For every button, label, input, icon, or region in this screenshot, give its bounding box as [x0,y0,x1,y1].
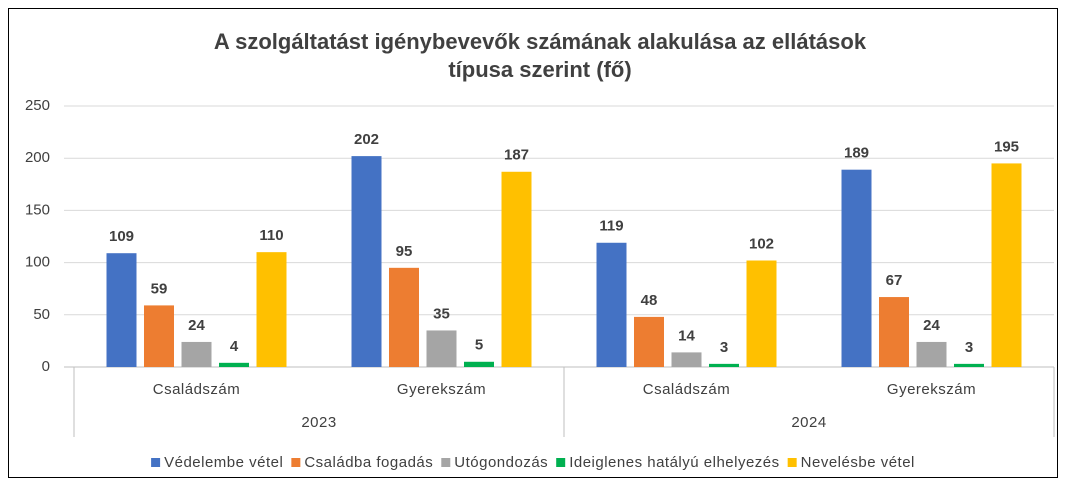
data-label: 35 [433,305,450,322]
legend-swatch [151,458,161,467]
data-label: 59 [151,280,168,297]
bar [879,297,909,367]
x-tick-label: Gyerekszám [887,381,976,398]
bar [351,156,382,367]
bar [596,242,627,367]
data-label: 102 [749,235,774,252]
bar [181,341,212,367]
data-label: 24 [188,317,205,334]
data-label: 109 [109,228,134,245]
group-label: 2023 [301,414,336,431]
bar [841,169,872,367]
bar [634,316,664,367]
bar [746,260,777,367]
bar [256,252,287,367]
data-label: 67 [886,272,903,289]
legend-swatch [787,458,797,467]
legend-swatch [291,458,301,467]
bar [501,171,532,367]
x-tick-label: Családszám [153,381,241,398]
y-tick-label: 250 [25,97,50,114]
chart-title: A szolgáltatást igénybevevők számának al… [214,29,867,54]
data-label: 110 [259,227,283,244]
chart-subtitle: típusa szerint (fő) [448,57,631,82]
y-tick-label: 0 [42,358,50,375]
bar [671,352,702,367]
legend-label: Utógondozás [454,454,548,471]
data-label: 5 [475,337,483,354]
legend-label: Nevelésbe vétel [801,454,915,471]
bar [464,361,494,367]
bar [389,267,419,367]
legend-label: Ideiglenes hatályú elhelyezés [569,454,779,471]
data-label: 202 [354,131,379,148]
y-tick-label: 50 [33,306,50,323]
bar [219,362,249,367]
data-label: 195 [994,138,1019,155]
bar [916,341,947,367]
data-label: 3 [965,339,973,356]
data-label: 119 [599,218,623,235]
data-label: 187 [504,147,529,164]
legend-label: Védelembe vétel [164,454,283,471]
chart-border [8,8,1058,478]
data-label: 189 [844,145,869,162]
legend-swatch [556,458,566,467]
x-tick-label: Családszám [643,381,731,398]
bar [954,363,984,367]
data-label: 4 [230,338,239,355]
bar [991,163,1022,367]
legend-swatch [441,458,451,467]
data-label: 24 [923,317,940,334]
data-label: 3 [720,339,728,356]
legend-label: Családba fogadás [304,454,433,471]
x-tick-label: Gyerekszám [397,381,486,398]
y-tick-label: 100 [25,254,50,271]
data-label: 14 [678,327,695,344]
data-label: 48 [641,292,658,309]
y-tick-label: 200 [25,149,50,166]
bar [144,305,174,367]
group-label: 2024 [791,414,826,431]
data-label: 95 [396,243,413,260]
bar [709,363,739,367]
bar [106,253,137,367]
y-tick-label: 150 [25,201,50,218]
bar [426,330,457,367]
